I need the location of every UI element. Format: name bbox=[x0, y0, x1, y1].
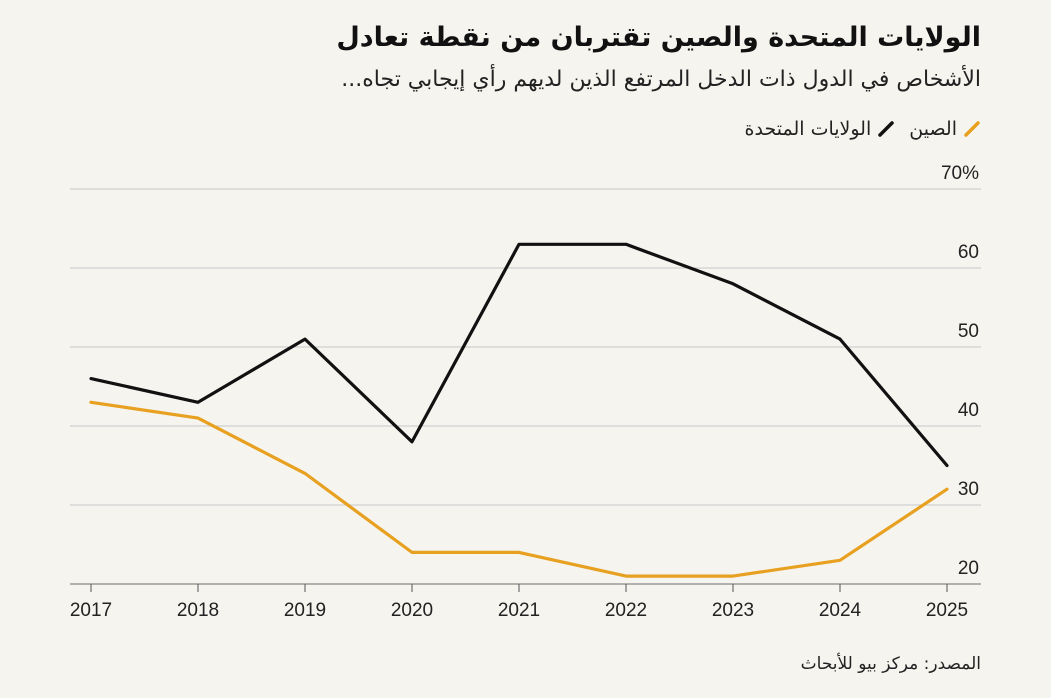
y-tick-label-20: 20 bbox=[958, 558, 979, 579]
source-note: المصدر: مركز بيو للأبحاث bbox=[800, 654, 981, 674]
x-tick-label-2023: 2023 bbox=[712, 600, 754, 621]
legend-label-china: الصين bbox=[909, 118, 957, 140]
x-tick-label-2020: 2020 bbox=[391, 600, 433, 621]
x-tick-label-2022: 2022 bbox=[605, 600, 647, 621]
x-tick-label-2019: 2019 bbox=[284, 600, 326, 621]
y-tick-label-50: 50 bbox=[958, 321, 979, 342]
legend-label-usa: الولايات المتحدة bbox=[744, 118, 872, 140]
legend: الصين الولايات المتحدة bbox=[745, 118, 981, 140]
series-line-china bbox=[89, 400, 949, 578]
x-tick-label-2017: 2017 bbox=[70, 600, 112, 621]
usa-swatch-icon bbox=[878, 121, 894, 137]
legend-item-china: الصين bbox=[909, 118, 981, 140]
series-line-usa bbox=[89, 242, 949, 468]
legend-item-usa: الولايات المتحدة bbox=[745, 118, 896, 140]
x-tick-label-2024: 2024 bbox=[819, 600, 862, 621]
y-tick-label-60: 60 bbox=[958, 242, 979, 263]
x-tick-label-2018: 2018 bbox=[177, 600, 219, 621]
chart-subtitle: الأشخاص في الدول ذات الدخل المرتفع الذين… bbox=[341, 67, 981, 92]
y-tick-label-70: 70% bbox=[941, 163, 979, 184]
x-tick-label-2021: 2021 bbox=[498, 600, 540, 621]
y-tick-label-30: 30 bbox=[958, 479, 979, 500]
y-tick-label-40: 40 bbox=[958, 400, 979, 421]
x-tick-label-2025: 2025 bbox=[926, 600, 968, 621]
china-swatch-icon bbox=[964, 121, 980, 137]
chart-title: الولايات المتحدة والصين تقتربان من نقطة … bbox=[336, 22, 981, 53]
